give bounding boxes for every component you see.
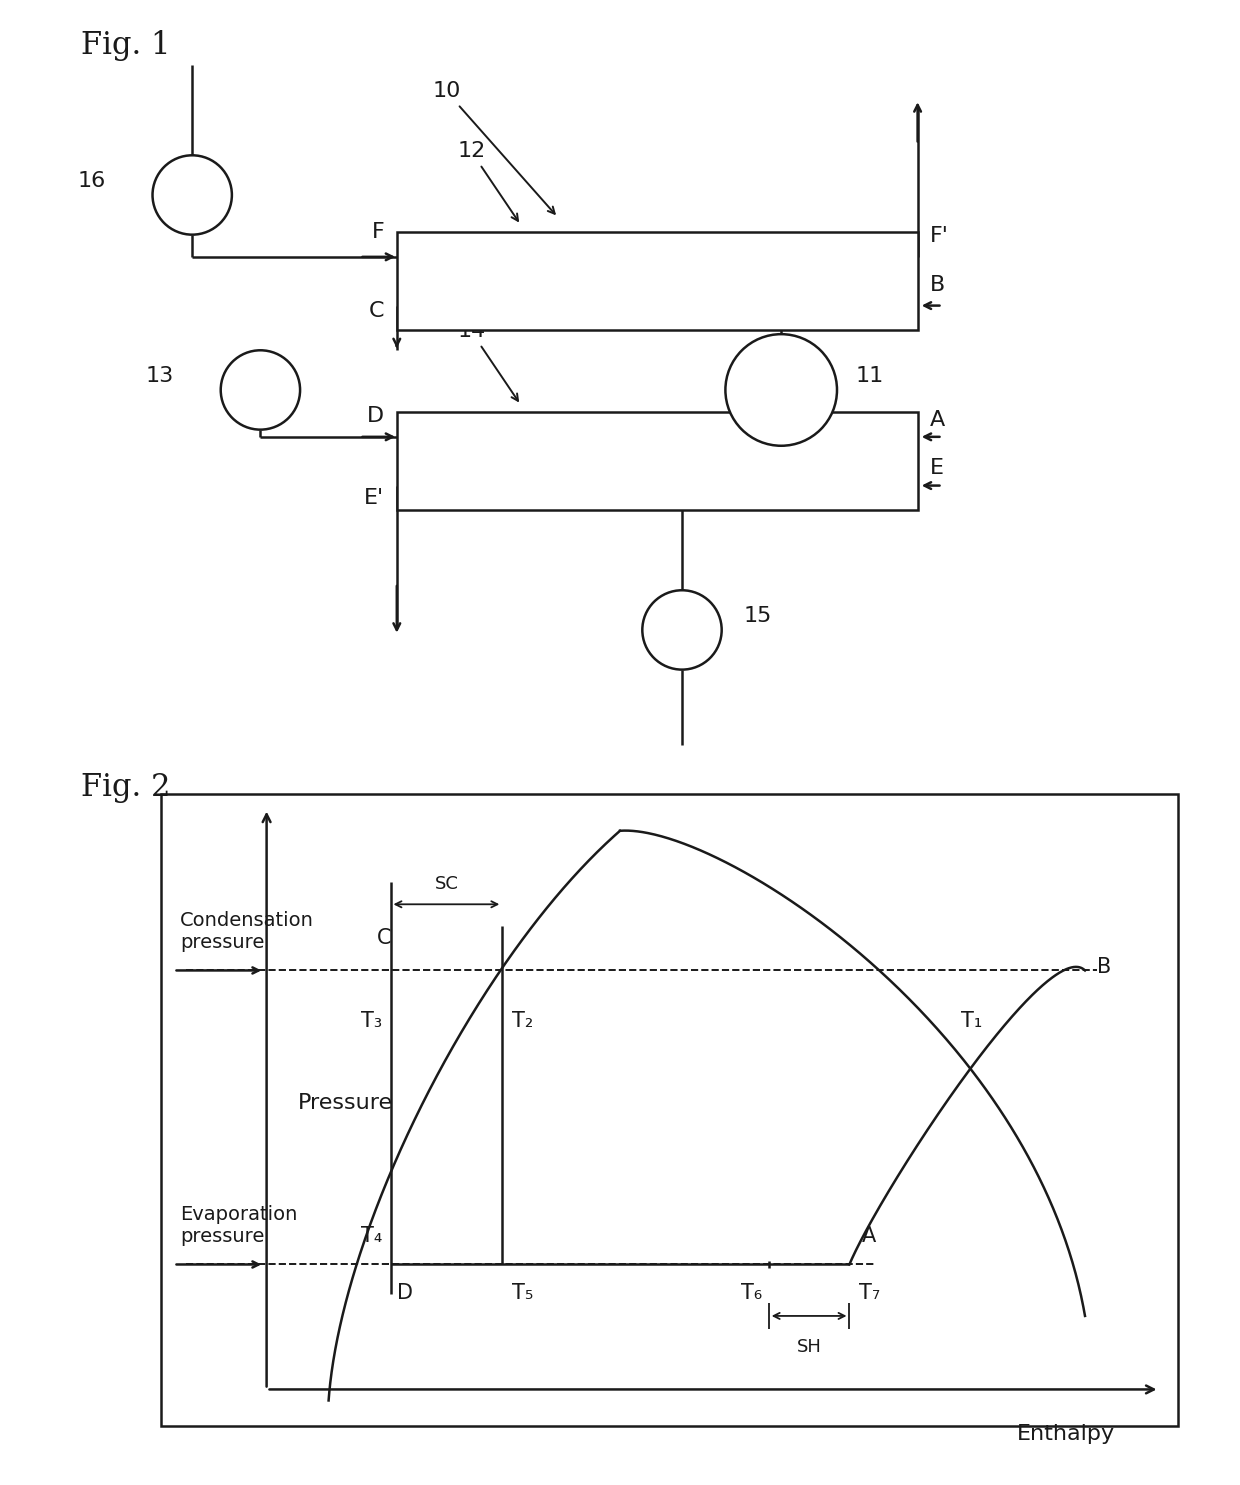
Text: 16: 16 [77,171,105,192]
Text: B: B [930,275,945,294]
Text: F: F [372,223,384,242]
Text: T₄: T₄ [361,1227,383,1246]
Text: E': E' [365,489,384,508]
Text: C: C [377,928,392,949]
Text: SH: SH [796,1338,822,1356]
Text: 14: 14 [458,321,518,401]
Text: Evaporation
pressure: Evaporation pressure [180,1206,298,1246]
Ellipse shape [153,156,232,235]
Text: C: C [370,301,384,321]
Text: Pressure: Pressure [298,1093,393,1112]
Ellipse shape [642,590,722,670]
Text: E: E [930,459,944,478]
Text: T₃: T₃ [361,1011,383,1031]
Text: T₁: T₁ [961,1011,982,1031]
Text: A: A [862,1227,875,1246]
Bar [397,233,918,330]
Bar [397,413,918,509]
Text: D: D [367,405,384,426]
Text: 12: 12 [458,141,518,221]
Text: Fig. 2: Fig. 2 [81,772,170,803]
Ellipse shape [725,334,837,446]
Text: 15: 15 [744,606,773,627]
Text: T₂: T₂ [512,1011,533,1031]
Text: T₅: T₅ [512,1283,533,1302]
Text: A: A [930,410,945,429]
Bar [161,794,1178,1426]
Text: Condensation
pressure: Condensation pressure [180,912,314,952]
Text: 11: 11 [856,367,884,386]
Text: Enthalpy: Enthalpy [1017,1424,1116,1443]
Text: Fig. 1: Fig. 1 [81,30,170,61]
Text: T₆: T₆ [742,1283,763,1302]
Ellipse shape [221,350,300,429]
Text: T₇: T₇ [859,1283,880,1302]
Text: SC: SC [434,875,459,894]
Text: 10: 10 [433,82,554,214]
Text: D: D [397,1283,413,1302]
Text: B: B [1097,956,1111,977]
Text: F': F' [930,226,949,247]
Text: 13: 13 [145,367,174,386]
